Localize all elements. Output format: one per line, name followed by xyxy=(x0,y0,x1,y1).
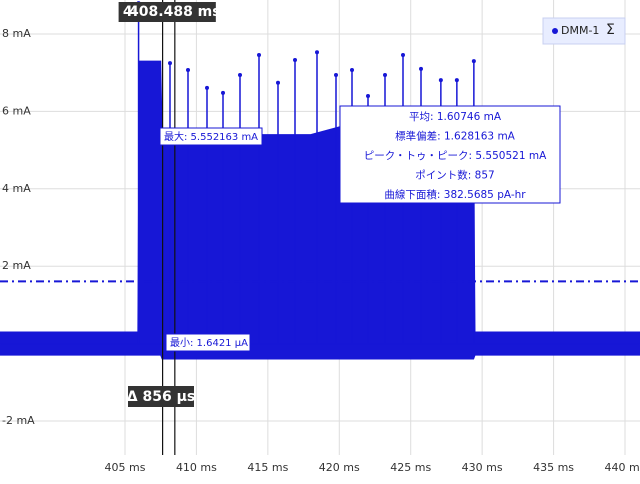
x-tick-label: 415 ms xyxy=(247,461,288,474)
x-tick-label: 425 ms xyxy=(390,461,431,474)
spike-dot xyxy=(383,73,387,78)
x-tick-label: 430 ms xyxy=(462,461,503,474)
x-tick-label: 440 ms xyxy=(605,461,640,474)
signal-band xyxy=(0,343,640,360)
delta-label-bg xyxy=(128,386,194,407)
x-tick-label: 420 ms xyxy=(319,461,360,474)
spike-dot xyxy=(454,78,459,83)
cursor-label: 408.488 ms xyxy=(129,4,221,20)
stats-line: ポイント数: 857 xyxy=(415,169,494,182)
spike-dot xyxy=(401,52,405,57)
legend-symbol: Σ xyxy=(606,22,615,38)
y-tick-label: 4 mA xyxy=(2,182,31,195)
stats-line: ピーク・トゥ・ピーク: 5.550521 mA xyxy=(364,150,547,162)
x-tick-label: 435 ms xyxy=(533,461,574,474)
spike-dot xyxy=(419,66,423,71)
y-tick-label: -2 mA xyxy=(2,414,35,427)
spike-dot xyxy=(438,78,443,83)
delta-label: Δ 856 µs xyxy=(127,389,195,405)
max-label-bg xyxy=(159,127,263,146)
stats-box xyxy=(339,105,561,204)
spike-dot xyxy=(334,73,338,78)
x-tick-label: 410 ms xyxy=(176,461,217,474)
y-tick-label: 8 mA xyxy=(2,27,31,40)
cursor-label-bg xyxy=(133,2,216,22)
spike-dot xyxy=(366,93,370,98)
stats-line: 曲線下面積: 382.5685 pA-hr xyxy=(384,188,526,201)
x-tick-label: 405 ms xyxy=(105,461,146,474)
spike-dot xyxy=(186,68,190,73)
legend-dot xyxy=(552,28,558,34)
legend-label: DMM-1 xyxy=(561,24,599,37)
spike-dot xyxy=(315,50,319,55)
spike-dot xyxy=(257,52,261,57)
spike-dot xyxy=(221,90,225,95)
spike-dot xyxy=(276,80,280,85)
spike-dot xyxy=(238,73,242,78)
stats-line: 標準偏差: 1.628163 mA xyxy=(395,130,516,143)
stats-line: 平均: 1.60746 mA xyxy=(409,111,502,123)
min-label: 最小: 1.6421 µA xyxy=(170,337,248,349)
y-tick-label: 6 mA xyxy=(2,104,31,117)
spike-dot xyxy=(350,68,354,73)
spike-dot xyxy=(205,85,209,90)
spike-dot xyxy=(471,59,476,64)
min-label-bg xyxy=(165,333,251,352)
y-tick-label: 2 mA xyxy=(2,259,31,272)
max-label: 最大: 5.552163 mA xyxy=(164,130,258,143)
spike-dot xyxy=(293,57,297,62)
spike-dot xyxy=(168,61,172,66)
